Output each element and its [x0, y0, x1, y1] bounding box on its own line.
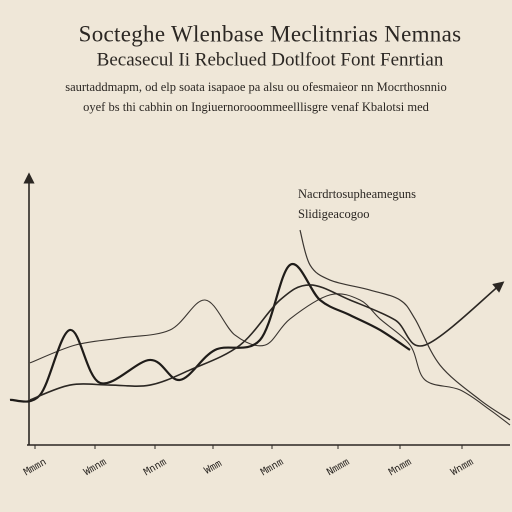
x-tick-label: Mmnm — [259, 457, 285, 479]
series-line — [29, 281, 505, 401]
series-line — [9, 263, 411, 403]
chart-title: Socteghe Wlenbase Meclitnrias Nemnas — [79, 21, 462, 46]
x-tick-label: Mnnm — [142, 457, 168, 479]
series-line — [299, 229, 511, 421]
annotation: Nacrdrtosupheameguns — [298, 187, 416, 201]
x-tick-label: Wmm — [203, 458, 224, 477]
chart-subtitle: Becasecul Ii Rebclued Dotlfoot Font Fenr… — [97, 49, 444, 70]
description: oyef bs thi cabhin on Ingiuernorooommeel… — [83, 100, 429, 114]
x-tick-label: Mnmm — [387, 457, 413, 479]
x-tick-label: Nmmm — [325, 457, 351, 479]
x-tick-label: Wnmm — [449, 457, 475, 479]
description: saurtaddmapm, od elp soata isapaoe pa al… — [65, 80, 447, 94]
annotation: Slidigeacogoo — [298, 207, 370, 221]
x-tick-label: Wmnm — [82, 457, 108, 479]
series-line — [29, 293, 511, 426]
x-tick-label: Mmmn — [22, 457, 48, 479]
